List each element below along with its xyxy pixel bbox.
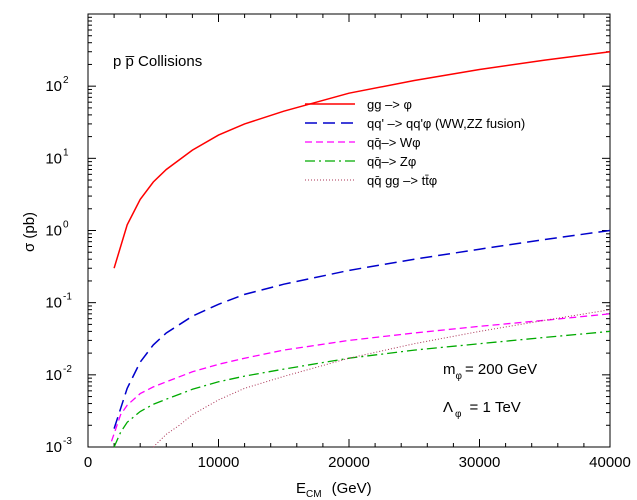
series-line [110, 313, 611, 442]
y-tick-exponent: 0 [63, 220, 69, 231]
x-tick-label: 20000 [328, 454, 370, 471]
series-line [152, 309, 611, 448]
x-axis-title-sub: CM [306, 489, 322, 500]
y-tick-base: 10 [45, 295, 62, 312]
mass-symbol: m [443, 361, 456, 378]
y-tick-base: 10 [45, 367, 62, 384]
series-0 [113, 50, 611, 269]
y-tick-exponent: 1 [63, 147, 69, 158]
series-4 [152, 309, 611, 448]
mass-subscript: φ [456, 371, 463, 382]
series-line [113, 50, 611, 269]
y-tick-exponent: -3 [63, 436, 72, 447]
legend-label: qq' –> qq'φ (WW,ZZ fusion) [367, 116, 525, 131]
legend-label: qq̄–> Wφ [367, 135, 421, 150]
series-line [113, 229, 611, 429]
series-1 [113, 229, 611, 429]
lambda-subscript: φ [455, 409, 462, 420]
x-tick-label: 0 [84, 454, 92, 471]
x-axis-title: ECM (GeV) [296, 480, 372, 500]
y-tick-label: 10 [45, 439, 62, 456]
y-tick-exponent: 2 [63, 75, 69, 86]
axis-ticks [87, 14, 611, 448]
legend-label: qq̄ gg –> tt̄φ [367, 173, 437, 188]
x-axis-title-main: E [296, 480, 306, 497]
lambda-symbol: Λ [443, 399, 453, 416]
mass-annotation: mφ = 200 GeV [443, 361, 537, 382]
y-axis-title: σ (pb) [21, 212, 38, 252]
series-lines [110, 50, 611, 448]
y-tick-label: 10 [45, 223, 62, 240]
legend: gg –> φ qq' –> qq'φ (WW,ZZ fusion) qq̄–> W… [305, 97, 525, 188]
series-3 [113, 330, 611, 448]
x-tick-labels: 0 10000 20000 30000 40000 [84, 454, 631, 471]
y-tick-label: 10 [45, 78, 62, 95]
y-tick-label: 10 [45, 295, 62, 312]
x-tick-label: 30000 [459, 454, 501, 471]
x-axis-title-unit: (GeV) [332, 480, 372, 497]
series-2 [110, 313, 611, 442]
y-tick-exponent: -2 [63, 364, 72, 375]
x-tick-label: 40000 [589, 454, 631, 471]
plot-frame [87, 13, 611, 448]
y-tick-exponent: -1 [63, 292, 72, 303]
legend-label: gg –> φ [367, 97, 412, 112]
mass-value: = 200 GeV [465, 361, 537, 378]
legend-label: qq̄–> Zφ [367, 154, 416, 169]
y-tick-base: 10 [45, 78, 62, 95]
y-tick-base: 10 [45, 439, 62, 456]
collisions-annotation: p p̅ Collisions [113, 53, 202, 70]
y-tick-label: 10 [45, 367, 62, 384]
y-tick-label: 10 [45, 150, 62, 167]
lambda-value: = 1 TeV [470, 399, 521, 416]
y-tick-base: 10 [45, 223, 62, 240]
y-tick-base: 10 [45, 150, 62, 167]
x-tick-label: 10000 [198, 454, 240, 471]
series-line [113, 330, 611, 448]
